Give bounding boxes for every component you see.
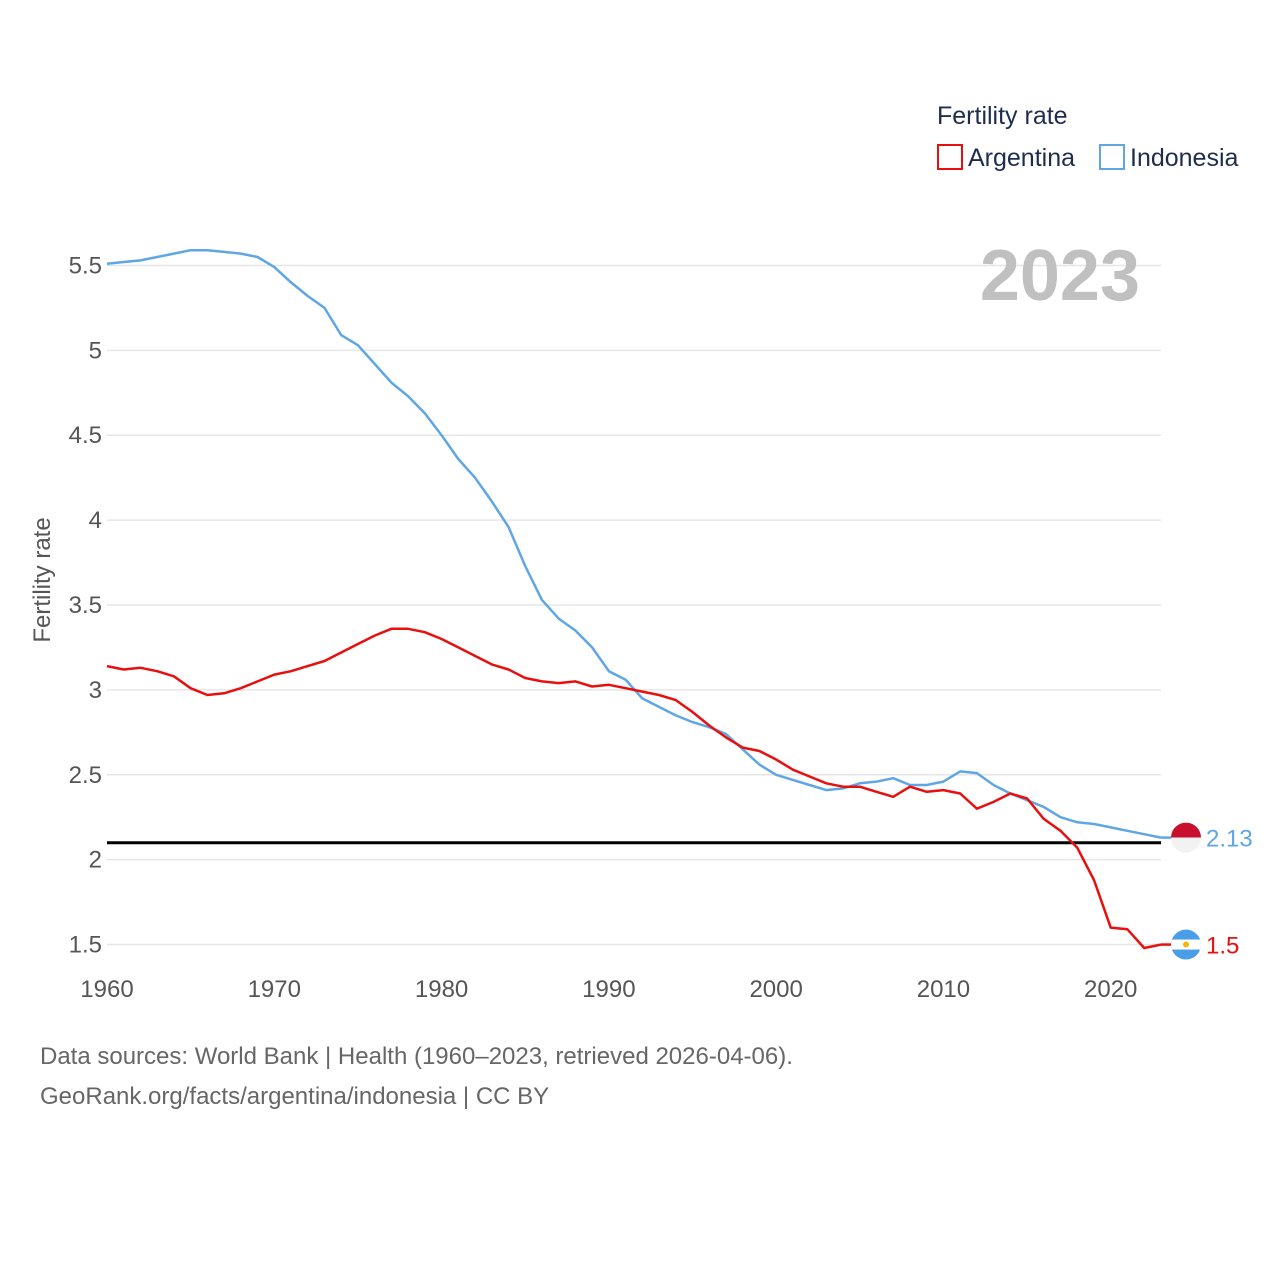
y-tick-label: 5 (89, 337, 102, 364)
x-tick-label: 2020 (1084, 976, 1137, 1003)
y-tick-label: 4 (89, 507, 102, 534)
legend: Fertility rate Argentina Indonesia (937, 102, 1239, 172)
x-tick-label: 1960 (80, 976, 133, 1003)
legend-swatch-argentina (937, 144, 963, 170)
series-line-argentina[interactable] (106, 627, 1162, 950)
y-tick-label: 3 (89, 677, 102, 704)
legend-item-indonesia[interactable]: Indonesia (1099, 144, 1239, 172)
legend-item-argentina[interactable]: Argentina (937, 144, 1075, 172)
year-label: 2023 (980, 236, 1140, 316)
series-line-indonesia[interactable] (106, 248, 1162, 839)
x-axis-ticks: 1960 1970 1980 1990 2000 2010 2020 (80, 976, 1137, 1003)
x-tick-label: 2010 (917, 976, 970, 1003)
grid-lines (107, 264, 1161, 946)
series-end-markers: 1.5 2.13 (1160, 822, 1253, 960)
y-tick-label: 2.5 (69, 762, 102, 789)
footer-attribution[interactable]: GeoRank.org/facts/argentina/indonesia | … (40, 1083, 550, 1110)
legend-swatch-indonesia (1099, 144, 1125, 170)
legend-label-argentina: Argentina (968, 144, 1075, 172)
footer-sources: Data sources: World Bank | Health (1960–… (40, 1043, 793, 1070)
fertility-rate-chart: 1.5 2 2.5 3 3.5 4 4.5 5 5.5 1960 1970 1980 1990 2000… (29, 102, 1253, 1003)
x-tick-label: 1980 (415, 976, 468, 1003)
x-tick-label: 2000 (749, 976, 802, 1003)
argentina-flag-icon (1171, 929, 1201, 960)
indonesia-flag-icon (1171, 822, 1201, 853)
y-tick-label: 4.5 (69, 422, 102, 449)
end-value-label-indonesia: 2.13 (1206, 826, 1253, 853)
y-tick-label: 1.5 (69, 932, 102, 959)
y-tick-label: 2 (89, 847, 102, 874)
y-tick-label: 5.5 (69, 252, 102, 279)
y-tick-label: 3.5 (69, 592, 102, 619)
x-tick-label: 1970 (248, 976, 301, 1003)
y-axis-title: Fertility rate (29, 517, 56, 642)
end-value-label-argentina: 1.5 (1206, 933, 1239, 960)
x-tick-label: 1990 (582, 976, 635, 1003)
legend-title: Fertility rate (937, 102, 1068, 130)
y-axis-ticks: 1.5 2 2.5 3 3.5 4 4.5 5 5.5 (69, 252, 102, 958)
legend-label-indonesia: Indonesia (1130, 144, 1239, 172)
series-lines (106, 248, 1162, 950)
